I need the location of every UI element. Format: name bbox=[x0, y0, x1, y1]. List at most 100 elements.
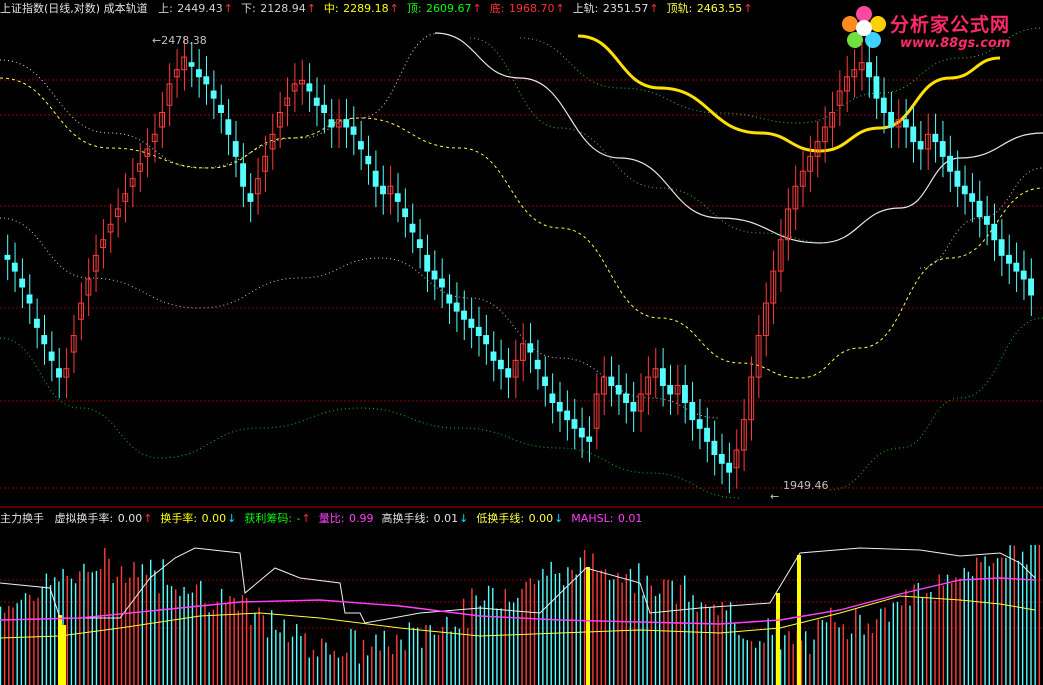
sub-indicator-value-0: 0.00 bbox=[117, 512, 143, 525]
candle-body bbox=[674, 385, 681, 395]
candle-body bbox=[880, 97, 887, 114]
candle-body bbox=[748, 376, 755, 421]
candle-body bbox=[203, 76, 210, 85]
candle-body bbox=[446, 294, 453, 304]
candle-body bbox=[829, 112, 836, 128]
sub-chart-header: 主力换手 虚拟换手率: 0.00↑ 换手率: 0.00↓ 获利筹码: -↑ 量比: 0… bbox=[0, 511, 645, 527]
candle-body bbox=[306, 83, 313, 92]
candle-body bbox=[1013, 262, 1020, 272]
candle-body bbox=[549, 393, 556, 404]
candle-body bbox=[357, 141, 364, 150]
candle-body bbox=[534, 359, 541, 370]
high-price-mark: ←2478.38 bbox=[152, 34, 207, 47]
candle-body bbox=[947, 155, 953, 172]
candle-body bbox=[328, 119, 335, 128]
logo-url: www.88gs.com bbox=[900, 36, 1011, 51]
candle-body bbox=[137, 163, 143, 172]
arrow-down-icon: ↓ bbox=[227, 512, 237, 525]
low-mark-label: 1949.46 bbox=[783, 479, 829, 492]
candle-body bbox=[151, 133, 158, 143]
site-logo: 分析家公式网 www.88gs.com bbox=[840, 4, 1035, 56]
candle-body bbox=[365, 155, 372, 165]
candle-body bbox=[100, 239, 107, 249]
candle-body bbox=[637, 393, 644, 412]
candle-body bbox=[998, 239, 1005, 256]
candle-body bbox=[711, 440, 718, 455]
bottom-band bbox=[0, 337, 741, 499]
high-turnover-spike bbox=[58, 615, 62, 685]
turnover-chart[interactable] bbox=[0, 528, 1043, 685]
candle-body bbox=[939, 141, 946, 157]
candle-body bbox=[733, 449, 740, 469]
logo-text: 分析家公式网 bbox=[890, 14, 1011, 36]
candle-body bbox=[431, 270, 438, 280]
candle-body bbox=[593, 393, 600, 429]
sub-indicator-value-3: 0.99 bbox=[348, 512, 374, 525]
candle-body bbox=[726, 462, 733, 473]
candle-body bbox=[983, 216, 990, 225]
candle-body bbox=[276, 112, 283, 128]
candle-body bbox=[78, 302, 85, 320]
candle-body bbox=[269, 133, 276, 150]
main-indicator-item-5: 上轨: 2351.57↑ bbox=[573, 2, 660, 15]
candle-body bbox=[542, 376, 548, 387]
sub-indicator-item-2: 获利筹码: -↑ bbox=[244, 512, 311, 525]
lower-dotted-band-right bbox=[919, 167, 1043, 269]
main-indicator-label-1: 下: bbox=[241, 2, 260, 15]
sub-indicator-item-4: 高换手线: 0.01↓ bbox=[381, 512, 469, 525]
candle-body bbox=[56, 368, 62, 378]
sub-indicator-item-1: 换手率: 0.00↓ bbox=[160, 512, 237, 525]
candle-body bbox=[763, 302, 769, 337]
candle-body bbox=[129, 178, 136, 187]
candle-body bbox=[122, 193, 129, 202]
candle-body bbox=[578, 427, 585, 438]
candle-body bbox=[159, 112, 166, 128]
bottom-band-right bbox=[829, 317, 1043, 491]
candle-body bbox=[70, 335, 77, 353]
candle-body bbox=[969, 193, 976, 202]
sub-indicator-item-3: 量比: 0.99 bbox=[319, 512, 375, 525]
candle-body bbox=[335, 119, 342, 128]
main-indicator-item-0: 上: 2449.43↑ bbox=[158, 2, 234, 15]
price-chart[interactable] bbox=[0, 18, 1043, 508]
main-indicator-value-6: 2463.55 bbox=[696, 2, 743, 15]
candle-body bbox=[210, 90, 217, 99]
candle-body bbox=[645, 376, 652, 395]
candle-body bbox=[689, 402, 696, 421]
candle-body bbox=[615, 385, 622, 395]
candle-body bbox=[954, 170, 961, 187]
sub-indicator-label-0: 虚拟换手率: bbox=[54, 512, 117, 525]
high-turnover-spike bbox=[586, 567, 590, 685]
candle-body bbox=[240, 163, 247, 187]
main-indicator-label-4: 底: bbox=[489, 2, 508, 15]
candle-body bbox=[4, 254, 11, 260]
candle-body bbox=[26, 294, 33, 304]
candle-body bbox=[232, 141, 239, 157]
candle-body bbox=[225, 119, 232, 135]
candle-body bbox=[254, 178, 261, 195]
sub-indicator-item-5: 低换手线: 0.00↓ bbox=[476, 512, 564, 525]
main-indicator-label-5: 上轨: bbox=[572, 2, 602, 15]
candle-body bbox=[387, 185, 394, 195]
main-indicator-label-2: 中: bbox=[323, 2, 343, 15]
candle-body bbox=[11, 262, 18, 272]
candle-body bbox=[652, 368, 659, 378]
candle-body bbox=[409, 223, 416, 233]
candle-body bbox=[497, 359, 504, 370]
candle-body bbox=[851, 69, 858, 78]
candle-body bbox=[114, 208, 121, 218]
arrow-up-icon: ↑ bbox=[743, 2, 753, 15]
candle-body bbox=[895, 119, 902, 128]
arrow-up-icon: ↑ bbox=[301, 512, 311, 525]
main-indicator-label-0: 上: bbox=[158, 2, 177, 15]
high-turnover-spike bbox=[797, 555, 801, 685]
candle-body bbox=[844, 76, 850, 92]
middle-line bbox=[0, 77, 1043, 379]
candle-body bbox=[107, 223, 114, 233]
main-chart-title: 上证指数(日线,对数) 成本轨道 bbox=[0, 2, 148, 15]
candle-body bbox=[1028, 278, 1035, 296]
candle-body bbox=[291, 83, 298, 92]
candle-body bbox=[438, 278, 445, 288]
candle-body bbox=[490, 351, 497, 361]
candle-body bbox=[630, 402, 637, 412]
